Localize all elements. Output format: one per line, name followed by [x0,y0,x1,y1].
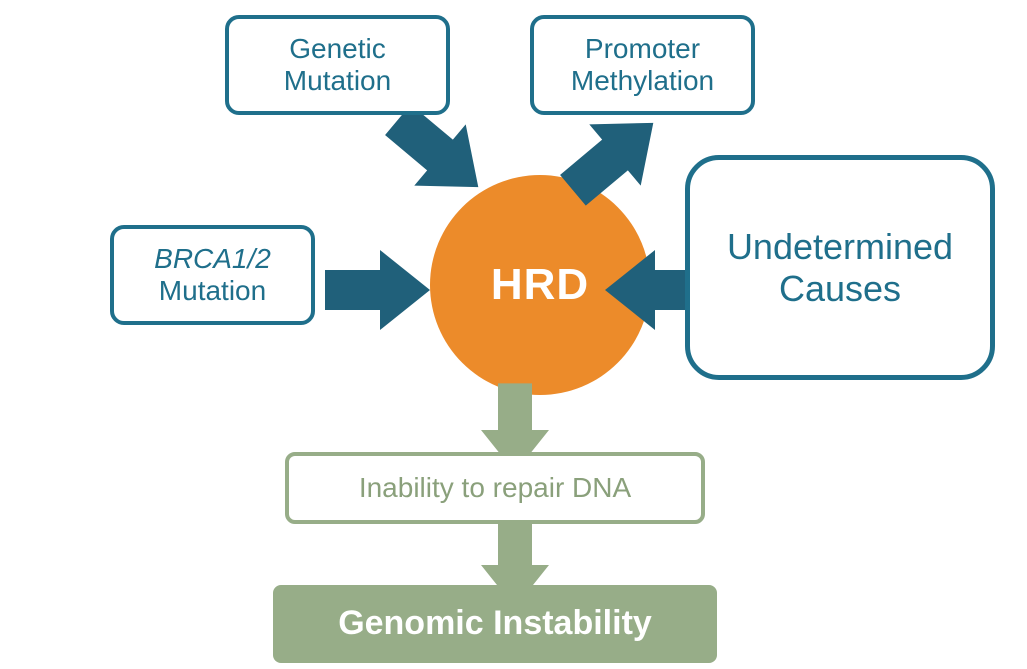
undetermined-causes-node: Undetermined Causes [685,155,995,380]
inability-node: Inability to repair DNA [285,452,705,524]
arrow-from-brca-mutation [325,245,435,335]
inability-label: Inability to repair DNA [359,472,631,504]
genetic-mutation-label: Genetic Mutation [284,33,391,97]
undetermined-line1: Undetermined [727,226,953,267]
genetic-mutation-line1: Genetic [289,33,386,64]
genetic-mutation-node: Genetic Mutation [225,15,450,115]
promoter-methylation-node: Promoter Methylation [530,15,755,115]
genomic-instability-node: Genomic Instability [273,585,717,663]
brca-mutation-label: BRCA1/2 Mutation [154,243,271,307]
brca-mutation-line2: Mutation [159,275,266,306]
genetic-mutation-line2: Mutation [284,65,391,96]
brca-mutation-line1: BRCA1/2 [154,243,271,274]
promoter-methylation-line1: Promoter [585,33,700,64]
promoter-methylation-label: Promoter Methylation [571,33,714,97]
genomic-instability-label: Genomic Instability [338,604,652,643]
promoter-methylation-line2: Methylation [571,65,714,96]
undetermined-line2: Causes [779,268,901,309]
undetermined-causes-label: Undetermined Causes [727,226,953,309]
hrd-center-label: HRD [491,260,589,311]
brca-mutation-node: BRCA1/2 Mutation [110,225,315,325]
hrd-diagram: HRD Genetic Mutation Promoter Methylatio… [0,0,1027,669]
